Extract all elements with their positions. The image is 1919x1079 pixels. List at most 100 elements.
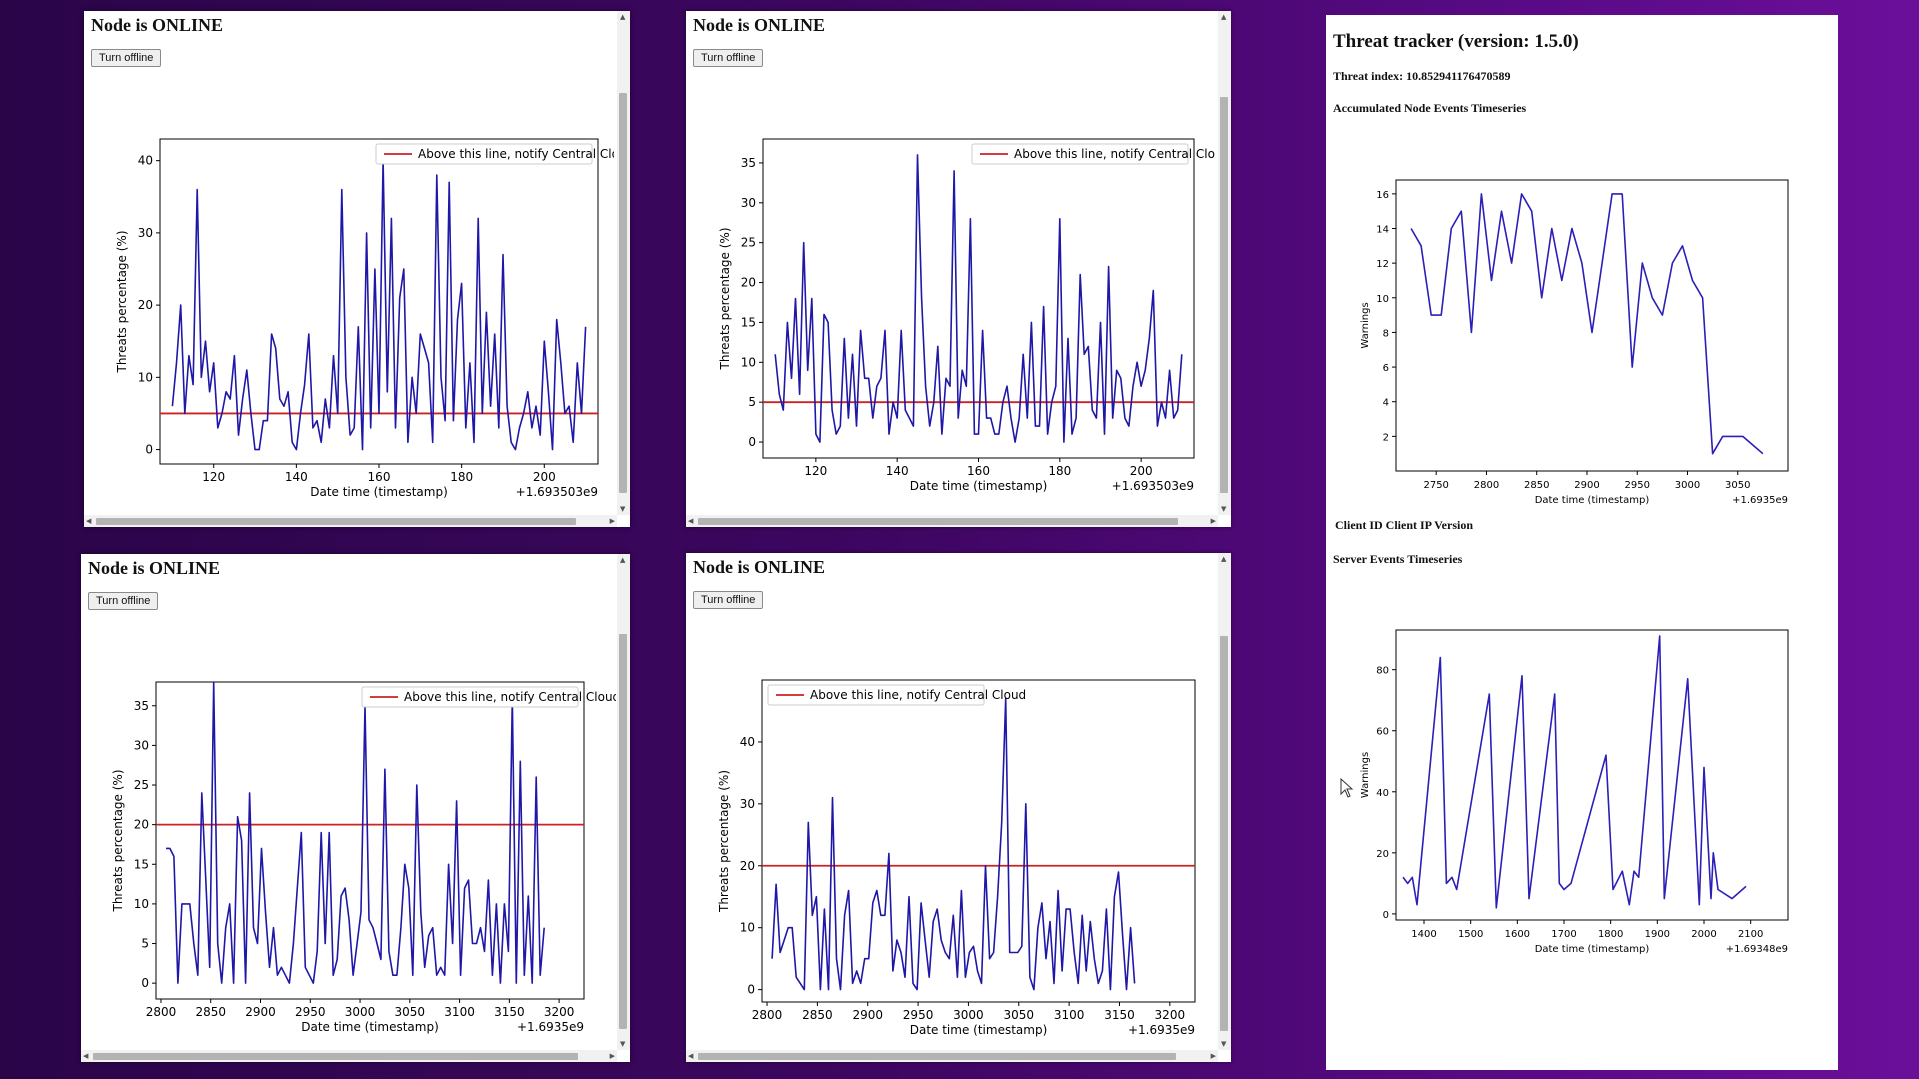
y-tick-label: 20 — [740, 859, 755, 873]
x-tick-label: 120 — [202, 470, 225, 484]
legend-label: Above this line, notify Central Cloud — [810, 688, 1026, 702]
x-tick-label: 200 — [533, 470, 556, 484]
turn-offline-button[interactable]: Turn offline — [693, 49, 764, 67]
scroll-down-icon[interactable]: ▼ — [1221, 505, 1227, 513]
turn-offline-button[interactable]: Turn offline — [693, 591, 764, 609]
y-tick-label: 25 — [134, 778, 149, 792]
node-window-1: Node is ONLINE Turn offline 0 10 20 30 40 120… — [84, 11, 630, 527]
x-tick-label: 2000 — [1691, 929, 1716, 940]
threats-chart: 0 10 20 30 40 2800 2850 2900 2950 3000 3050 3100 315… — [717, 679, 1196, 1037]
x-offset-label: +1.6935e9 — [517, 1020, 584, 1034]
server-events-chart: 0 20 40 60 80 1400 1500 1600 1700 1800 1900 2000 210… — [1360, 629, 1789, 955]
y-tick-label: 10 — [138, 370, 153, 384]
scrollbar-thumb[interactable] — [698, 1053, 1176, 1060]
x-tick-label: 2950 — [1625, 480, 1650, 491]
vertical-scrollbar[interactable]: ▲ ▼ — [1218, 553, 1231, 1050]
scroll-left-icon[interactable]: ◀ — [688, 517, 694, 525]
y-tick-label: 10 — [1376, 294, 1389, 305]
scrollbar-thumb[interactable] — [96, 518, 576, 525]
x-tick-label: 3100 — [444, 1005, 475, 1019]
scroll-right-icon[interactable]: ▶ — [609, 1052, 615, 1060]
scroll-down-icon[interactable]: ▼ — [620, 1040, 626, 1048]
y-tick-label: 10 — [741, 355, 756, 369]
scroll-left-icon[interactable]: ◀ — [86, 517, 92, 525]
scroll-right-icon[interactable]: ▶ — [1210, 1052, 1216, 1060]
scroll-up-icon[interactable]: ▲ — [1221, 555, 1227, 563]
x-tick-label: 3000 — [953, 1008, 984, 1022]
legend: Above this line, notify Central Cloud — [361, 686, 616, 708]
x-axis-label: Date time (timestamp) — [1535, 495, 1650, 506]
y-tick-label: 14 — [1376, 225, 1389, 236]
y-tick-label: 4 — [1383, 398, 1389, 409]
horizontal-scrollbar[interactable]: ◀ ▶ — [686, 515, 1218, 527]
vertical-scrollbar[interactable]: ▲ ▼ — [617, 554, 630, 1050]
vertical-scrollbar[interactable]: ▲ ▼ — [1218, 11, 1231, 515]
legend: Above this line, notify Central Cloud — [971, 143, 1216, 165]
y-tick-label: 60 — [1376, 727, 1389, 738]
scroll-left-icon[interactable]: ◀ — [688, 1052, 694, 1060]
turn-offline-button[interactable]: Turn offline — [91, 49, 162, 67]
x-axis-label: Date time (timestamp) — [310, 485, 448, 499]
x-tick-label: 3000 — [1675, 480, 1700, 491]
threats-chart: 0 5 10 15 20 25 30 35 120 140 160 180 200 Date time (… — [718, 138, 1216, 493]
scrollbar-thumb[interactable] — [93, 1053, 578, 1060]
scrollbar-thumb[interactable] — [619, 93, 627, 493]
scroll-up-icon[interactable]: ▲ — [620, 13, 626, 21]
x-tick-label: 200 — [1130, 464, 1153, 478]
scroll-right-icon[interactable]: ▶ — [609, 517, 615, 525]
horizontal-scrollbar[interactable]: ◀ ▶ — [686, 1050, 1218, 1062]
scrollbar-thumb[interactable] — [619, 634, 627, 1029]
scroll-left-icon[interactable]: ◀ — [83, 1052, 89, 1060]
x-tick-label: 3050 — [395, 1005, 426, 1019]
x-axis-label: Date time (timestamp) — [1535, 944, 1650, 955]
horizontal-scrollbar[interactable]: ◀ ▶ — [81, 1050, 617, 1062]
plot-frame — [1395, 629, 1789, 921]
x-tick-label: 120 — [804, 464, 827, 478]
x-tick-label: 1600 — [1505, 929, 1530, 940]
scroll-up-icon[interactable]: ▲ — [1221, 13, 1227, 21]
horizontal-scrollbar[interactable]: ◀ ▶ — [84, 515, 617, 527]
scroll-up-icon[interactable]: ▲ — [620, 556, 626, 564]
x-tick-label: 2800 — [752, 1008, 783, 1022]
series-line — [774, 154, 1183, 443]
legend-box — [971, 143, 1189, 165]
y-tick-label: 25 — [741, 236, 756, 250]
x-tick-label: 160 — [368, 470, 391, 484]
series-line — [771, 697, 1136, 991]
x-offset-label: +1.6935e9 — [1732, 495, 1788, 506]
y-tick-label: 0 — [141, 976, 149, 990]
scrollbar-thumb[interactable] — [1220, 636, 1228, 1031]
y-tick-label: 0 — [1383, 910, 1389, 921]
legend-box — [767, 684, 985, 706]
x-tick-label: 1800 — [1598, 929, 1623, 940]
y-tick-label: 20 — [134, 818, 149, 832]
node-status-title: Node is ONLINE — [91, 15, 224, 35]
x-axis-label: Date time (timestamp) — [910, 1023, 1048, 1037]
x-tick-label: 140 — [886, 464, 909, 478]
threats-chart: 0 10 20 30 40 120 140 160 180 200 Date time (times… — [115, 138, 614, 499]
scrollbar-thumb[interactable] — [698, 518, 1178, 525]
vertical-scrollbar[interactable]: ▲ ▼ — [617, 11, 630, 515]
node-status-title: Node is ONLINE — [88, 558, 221, 578]
legend-label: Above this line, notify Central Cloud — [1014, 147, 1216, 161]
scroll-right-icon[interactable]: ▶ — [1210, 517, 1216, 525]
y-tick-label: 0 — [145, 443, 153, 457]
x-tick-label: 2950 — [903, 1008, 934, 1022]
y-tick-label: 10 — [134, 897, 149, 911]
x-tick-label: 3000 — [345, 1005, 376, 1019]
y-tick-label: 30 — [134, 738, 149, 752]
x-tick-label: 3150 — [1104, 1008, 1135, 1022]
scroll-down-icon[interactable]: ▼ — [620, 505, 626, 513]
y-tick-label: 8 — [1383, 328, 1389, 339]
turn-offline-button[interactable]: Turn offline — [88, 592, 159, 610]
y-tick-label: 30 — [741, 196, 756, 210]
x-tick-label: 3150 — [494, 1005, 525, 1019]
y-tick-label: 12 — [1376, 259, 1389, 270]
node-status-title: Node is ONLINE — [693, 15, 826, 35]
x-tick-label: 3200 — [1155, 1008, 1186, 1022]
scroll-down-icon[interactable]: ▼ — [1221, 1040, 1227, 1048]
y-tick-label: 80 — [1376, 666, 1389, 677]
legend-box — [375, 143, 593, 165]
scrollbar-thumb[interactable] — [1220, 97, 1228, 493]
x-tick-label: 2750 — [1423, 480, 1448, 491]
